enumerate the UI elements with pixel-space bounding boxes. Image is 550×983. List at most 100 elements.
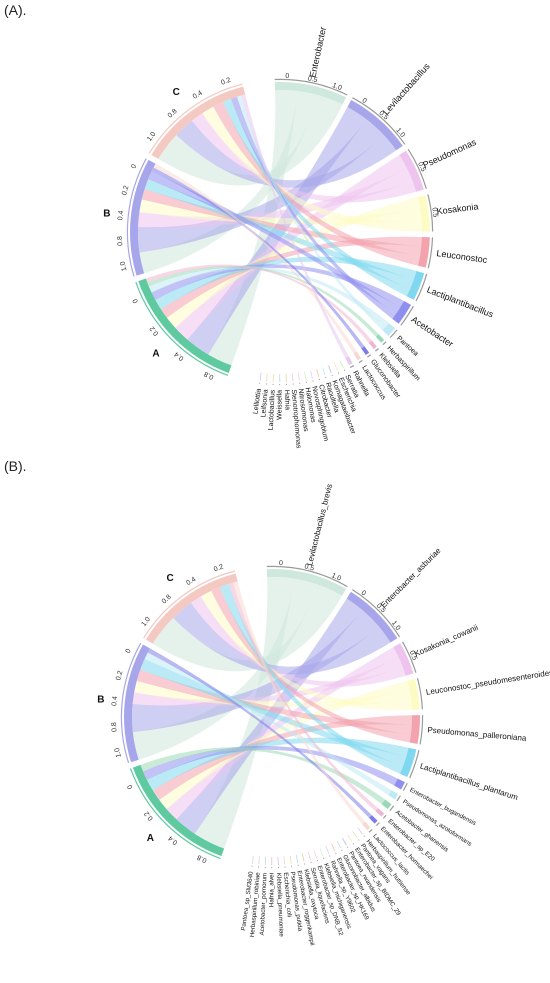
taxon-label: Weissella (276, 390, 283, 420)
taxon-arc-serratia_liquefaciens (307, 852, 311, 861)
taxon-arc-pseudomonas_palleroniana (409, 715, 420, 744)
taxon-label: Lactiplantibacillus (425, 284, 495, 319)
taxon-arc-pantoea_sp_sm3640 (251, 855, 254, 864)
tick-label: 0.4 (111, 696, 119, 706)
tick-label: 1.0 (390, 620, 401, 632)
tick-label: 0.8 (161, 594, 173, 606)
panel-a-label: (A). (4, 2, 27, 18)
panel-b-label: (B). (4, 458, 27, 474)
outer-ring (285, 383, 287, 386)
taxon-arc-leuconostoc_pseudomesenteroides (407, 678, 420, 710)
taxon-arc-leuconostoc (417, 237, 430, 268)
taxon-label: Pseudomonas (421, 137, 478, 170)
taxon-arc-acetobacter_ghanensis (381, 799, 392, 810)
tick-label: 0.2 (220, 77, 232, 87)
outer-ring (251, 865, 253, 867)
chord-ribbon (191, 113, 417, 203)
outer-ring (347, 846, 349, 848)
outer-ring (279, 383, 281, 386)
chord-ribbon (194, 577, 295, 849)
taxon-label: Kosakonia_cowanii (413, 623, 480, 659)
taxon-label: Leuconostoc (436, 248, 488, 265)
chord-panel-b: A B C Levilactobacillus_brevis Enterobacter_… (97, 483, 550, 946)
outer-ring (272, 383, 274, 386)
outer-ring (415, 273, 428, 302)
tick-label: 0.4 (192, 90, 204, 101)
chord-ribbon (200, 590, 412, 711)
taxon-arc-enterobacter_hormaechei (369, 815, 378, 824)
chord-ribbon (145, 264, 372, 343)
chord-ribbon (132, 578, 318, 760)
taxon-arc-enterobacter_sp_dnb_s2 (313, 850, 318, 859)
tick-label: 0.2 (143, 810, 155, 822)
outer-ring (382, 814, 387, 819)
tick-label: 0.5 (375, 603, 387, 615)
taxon-label: Hafnia (283, 390, 291, 411)
chord-ribbon (148, 171, 401, 315)
outer-ring (402, 782, 408, 792)
outer-ring (277, 866, 279, 869)
outer-ring (363, 835, 365, 837)
outer-ring (264, 866, 266, 869)
tick-label: 0.5 (408, 650, 418, 662)
chord-ribbon (166, 197, 421, 328)
chord-ribbon (176, 120, 397, 188)
tick-label: 0.2 (149, 325, 161, 337)
group-arc-c (151, 86, 246, 159)
tick-label: 0.5 (304, 563, 315, 572)
taxon-arc-pseudomonas (399, 150, 424, 192)
outer-ring (352, 843, 355, 845)
outer-ring (374, 348, 379, 352)
tick-label: 0.5 (307, 75, 318, 84)
tick-label: 0 (360, 590, 367, 598)
ribbons (132, 577, 413, 849)
group-label: A (152, 349, 159, 360)
taxon-label: Levilactobacillus_brevis (305, 483, 334, 567)
outer-ring (274, 78, 348, 96)
taxon-label: Enterobacter_asburiae (379, 546, 443, 610)
tick-label: 0.5 (377, 110, 389, 122)
taxon-label: Leuconostoc_pseudomesenteroides (425, 668, 550, 697)
outer-ring (304, 863, 306, 865)
taxon-arc-levilactobacillus_brevis (266, 569, 347, 596)
outer-ring (358, 359, 363, 364)
group-arc-b (124, 644, 150, 763)
tick-label: 0.5 (430, 207, 438, 218)
outer-ring (409, 749, 420, 779)
taxon-arc-pantoea_rwandensis (342, 837, 347, 846)
taxon-label: Escherichia_coli (282, 872, 293, 917)
outer-ring (323, 857, 325, 860)
chord-ribbon (159, 680, 410, 810)
outer-ring (389, 329, 398, 339)
outer-ring (318, 378, 320, 381)
chord-ribbon (202, 106, 422, 232)
chord-ribbon (208, 90, 299, 366)
tick-label: 0 (285, 73, 289, 80)
tick-label: 1.0 (146, 131, 157, 143)
taxon-arc-klebsiella_michiganensis (319, 848, 324, 857)
group-label: B (97, 694, 104, 705)
taxon-label: Klebsiella_pneumoniae (275, 873, 285, 938)
outer-ring (416, 678, 424, 710)
taxon-arc-enterobacter_sp_hk169 (331, 843, 336, 852)
taxon-arc-klebsiella (368, 340, 377, 350)
taxon-arc-gluconobacter_albidus (336, 840, 342, 849)
tick-label: 1.0 (141, 616, 153, 628)
tick-label: 0 (279, 560, 283, 567)
outer-ring (291, 865, 293, 867)
outer-ring (382, 341, 387, 346)
taxon-arc-serratia (339, 360, 344, 369)
outer-ring (358, 839, 360, 841)
chord-ribbon (152, 584, 343, 672)
tick-label: 0 (130, 163, 138, 170)
taxon-label: Enterobacter (308, 26, 329, 78)
taxon-label: Hafnia_alvei (268, 873, 275, 907)
node-arcs (120, 565, 424, 869)
taxon-arc-herbaspirillum (375, 334, 385, 343)
taxon-arc-pantoea_vagans (352, 831, 358, 839)
taxon-label: Pseudomonas_palleroniana (427, 725, 527, 742)
chord-ribbon (146, 737, 409, 791)
taxon-arc-rahnella_sp_y9602 (325, 846, 330, 854)
outer-ring (259, 382, 261, 384)
